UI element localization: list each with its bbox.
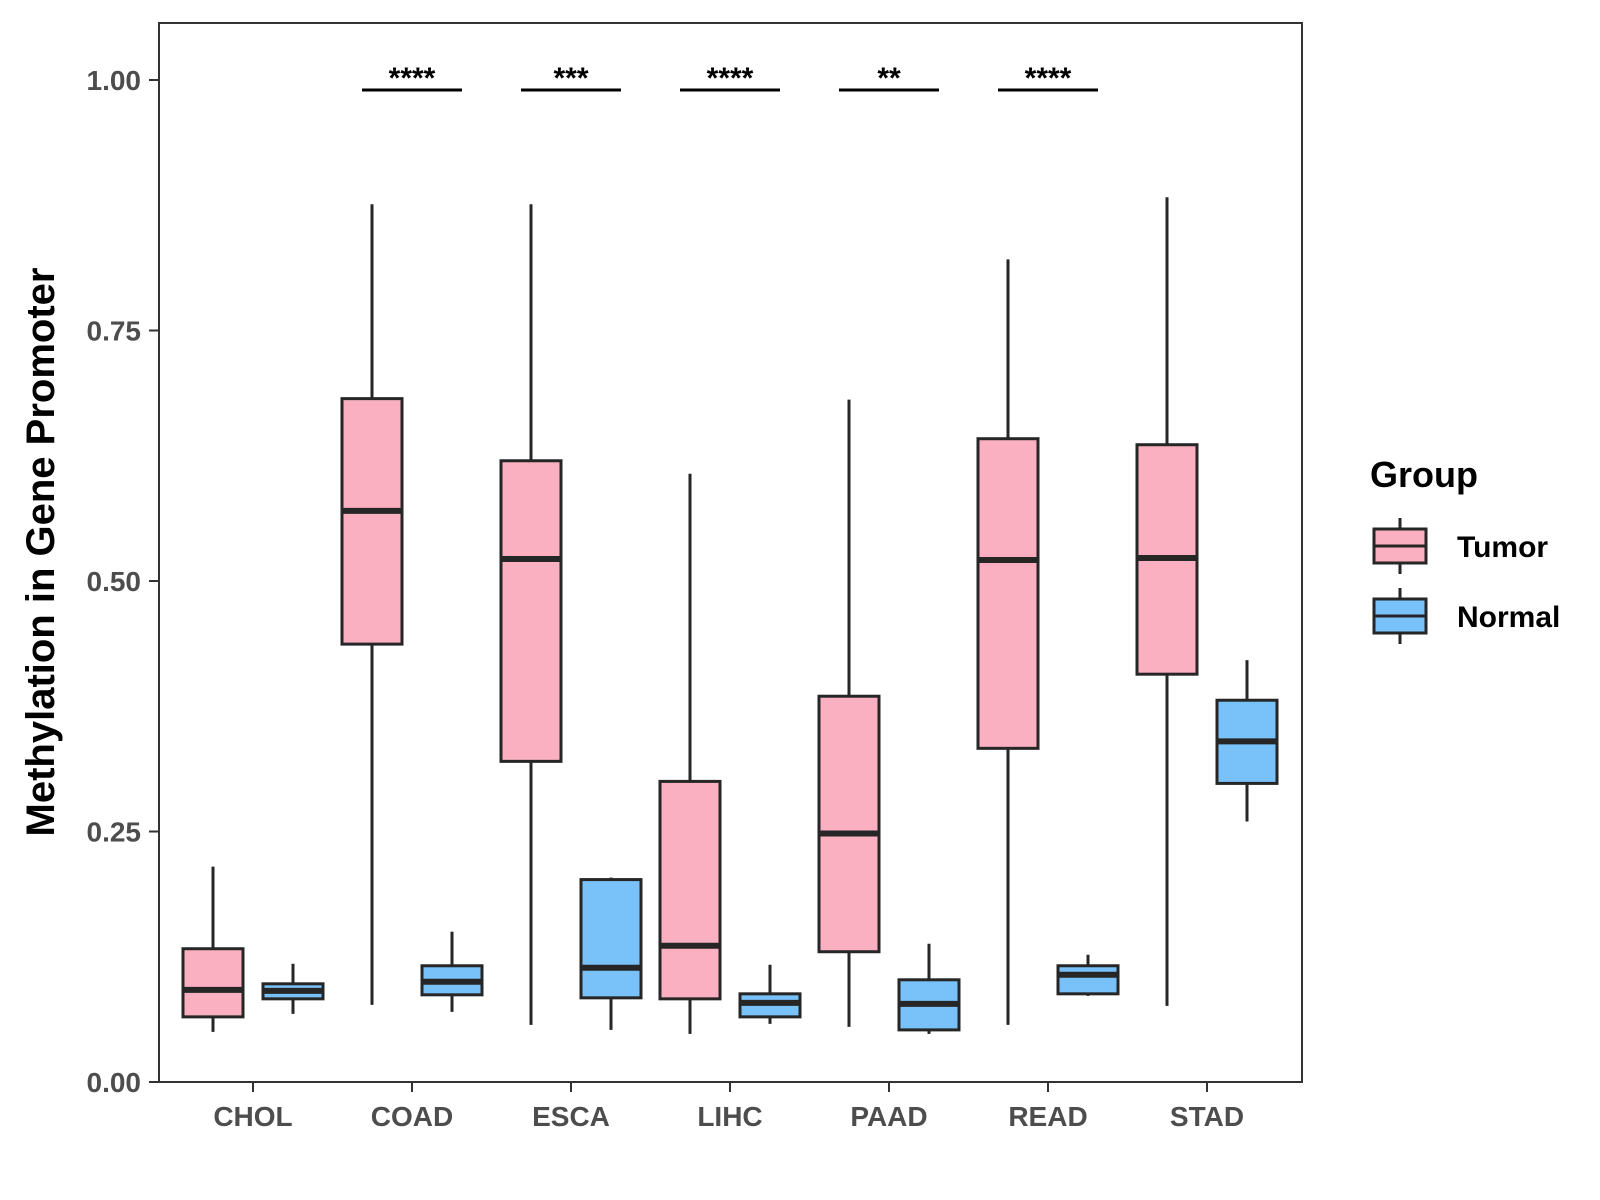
box-tumor-chol <box>181 947 245 1019</box>
legend-item-tumor: Tumor <box>1372 518 1548 574</box>
legend: Group Tumor Normal <box>1370 454 1560 644</box>
y-tick-label: 0.25 <box>87 817 142 848</box>
box-tumor-paad <box>817 694 881 954</box>
significance-label: **** <box>389 62 436 95</box>
legend-label: Tumor <box>1457 531 1548 564</box>
legend-item-normal: Normal <box>1372 588 1560 644</box>
x-tick-label: CHOL <box>213 1101 292 1132</box>
y-tick-label: 0.00 <box>87 1067 142 1098</box>
significance-label: **** <box>707 62 754 95</box>
legend-label: Normal <box>1457 601 1560 634</box>
y-axis: 0.00 0.25 0.50 0.75 1.00 <box>87 65 159 1098</box>
box-tumor-esca <box>499 459 563 763</box>
y-tick-label: 1.00 <box>87 65 142 96</box>
box-tumor-lihc <box>658 779 722 1001</box>
series-normal <box>261 660 1279 1034</box>
significance-annotations: **** *** **** ** **** <box>362 62 1098 95</box>
box-series <box>181 197 1279 1034</box>
x-tick-label: COAD <box>371 1101 453 1132</box>
x-tick-label: STAD <box>1170 1101 1244 1132</box>
x-axis: CHOL COAD ESCA LIHC PAAD READ STAD <box>213 1082 1244 1132</box>
y-tick-label: 0.50 <box>87 566 142 597</box>
y-tick-label: 0.75 <box>87 316 142 347</box>
series-tumor <box>181 197 1199 1034</box>
box-normal-read <box>1056 964 1120 996</box>
significance-label: *** <box>553 62 588 95</box>
box-normal-esca <box>579 878 643 1000</box>
x-tick-label: LIHC <box>697 1101 762 1132</box>
box-tumor-coad <box>340 397 404 646</box>
plot-frame <box>158 22 1303 1083</box>
x-tick-label: ESCA <box>532 1101 610 1132</box>
box-tumor-read <box>976 437 1040 750</box>
significance-label: **** <box>1025 62 1072 95</box>
legend-title: Group <box>1370 454 1478 495</box>
x-tick-label: PAAD <box>850 1101 927 1132</box>
significance-label: ** <box>877 62 901 95</box>
x-tick-label: READ <box>1008 1101 1087 1132</box>
y-axis-title: Methylation in Gene Promoter <box>19 268 63 837</box>
